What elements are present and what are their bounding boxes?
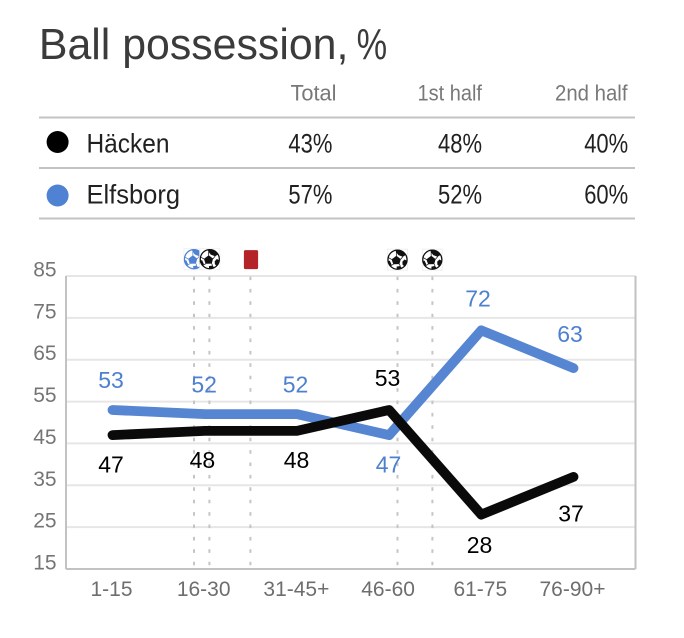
svg-text:48%: 48% bbox=[438, 129, 482, 159]
svg-text:35: 35 bbox=[33, 468, 56, 491]
svg-text:85: 85 bbox=[33, 259, 56, 282]
svg-text:37: 37 bbox=[558, 501, 584, 527]
svg-text:%: % bbox=[357, 20, 388, 69]
svg-text:52: 52 bbox=[191, 371, 217, 397]
svg-text:43%: 43% bbox=[288, 129, 332, 159]
svg-text:53: 53 bbox=[375, 365, 401, 391]
svg-text:48: 48 bbox=[190, 447, 216, 473]
svg-text:61-75: 61-75 bbox=[453, 578, 507, 601]
svg-text:25: 25 bbox=[33, 510, 56, 533]
svg-text:45: 45 bbox=[33, 426, 56, 449]
svg-text:31-45+: 31-45+ bbox=[263, 578, 329, 601]
svg-text:72: 72 bbox=[465, 286, 491, 312]
svg-text:63: 63 bbox=[557, 321, 583, 347]
svg-text:Ball possession,: Ball possession, bbox=[39, 20, 349, 69]
svg-text:Elfsborg: Elfsborg bbox=[87, 179, 181, 209]
svg-text:75: 75 bbox=[33, 300, 56, 323]
svg-text:57%: 57% bbox=[288, 179, 332, 209]
svg-text:28: 28 bbox=[467, 532, 493, 558]
svg-text:Häcken: Häcken bbox=[87, 129, 170, 159]
svg-text:1st half: 1st half bbox=[418, 81, 483, 106]
svg-text:15: 15 bbox=[33, 552, 56, 575]
svg-text:48: 48 bbox=[284, 447, 310, 473]
svg-text:47: 47 bbox=[98, 451, 124, 477]
svg-text:16-30: 16-30 bbox=[177, 578, 231, 601]
svg-text:52%: 52% bbox=[438, 179, 482, 209]
svg-text:52: 52 bbox=[283, 371, 309, 397]
svg-text:76-90+: 76-90+ bbox=[540, 578, 606, 601]
svg-text:53: 53 bbox=[98, 367, 124, 393]
svg-text:40%: 40% bbox=[584, 129, 628, 159]
svg-text:65: 65 bbox=[33, 342, 56, 365]
svg-text:1-15: 1-15 bbox=[90, 578, 132, 601]
svg-text:46-60: 46-60 bbox=[361, 578, 415, 601]
svg-text:60%: 60% bbox=[584, 179, 628, 209]
svg-text:Total: Total bbox=[291, 81, 337, 106]
svg-text:55: 55 bbox=[33, 384, 56, 407]
svg-text:2nd half: 2nd half bbox=[555, 81, 628, 106]
svg-text:47: 47 bbox=[376, 452, 402, 478]
